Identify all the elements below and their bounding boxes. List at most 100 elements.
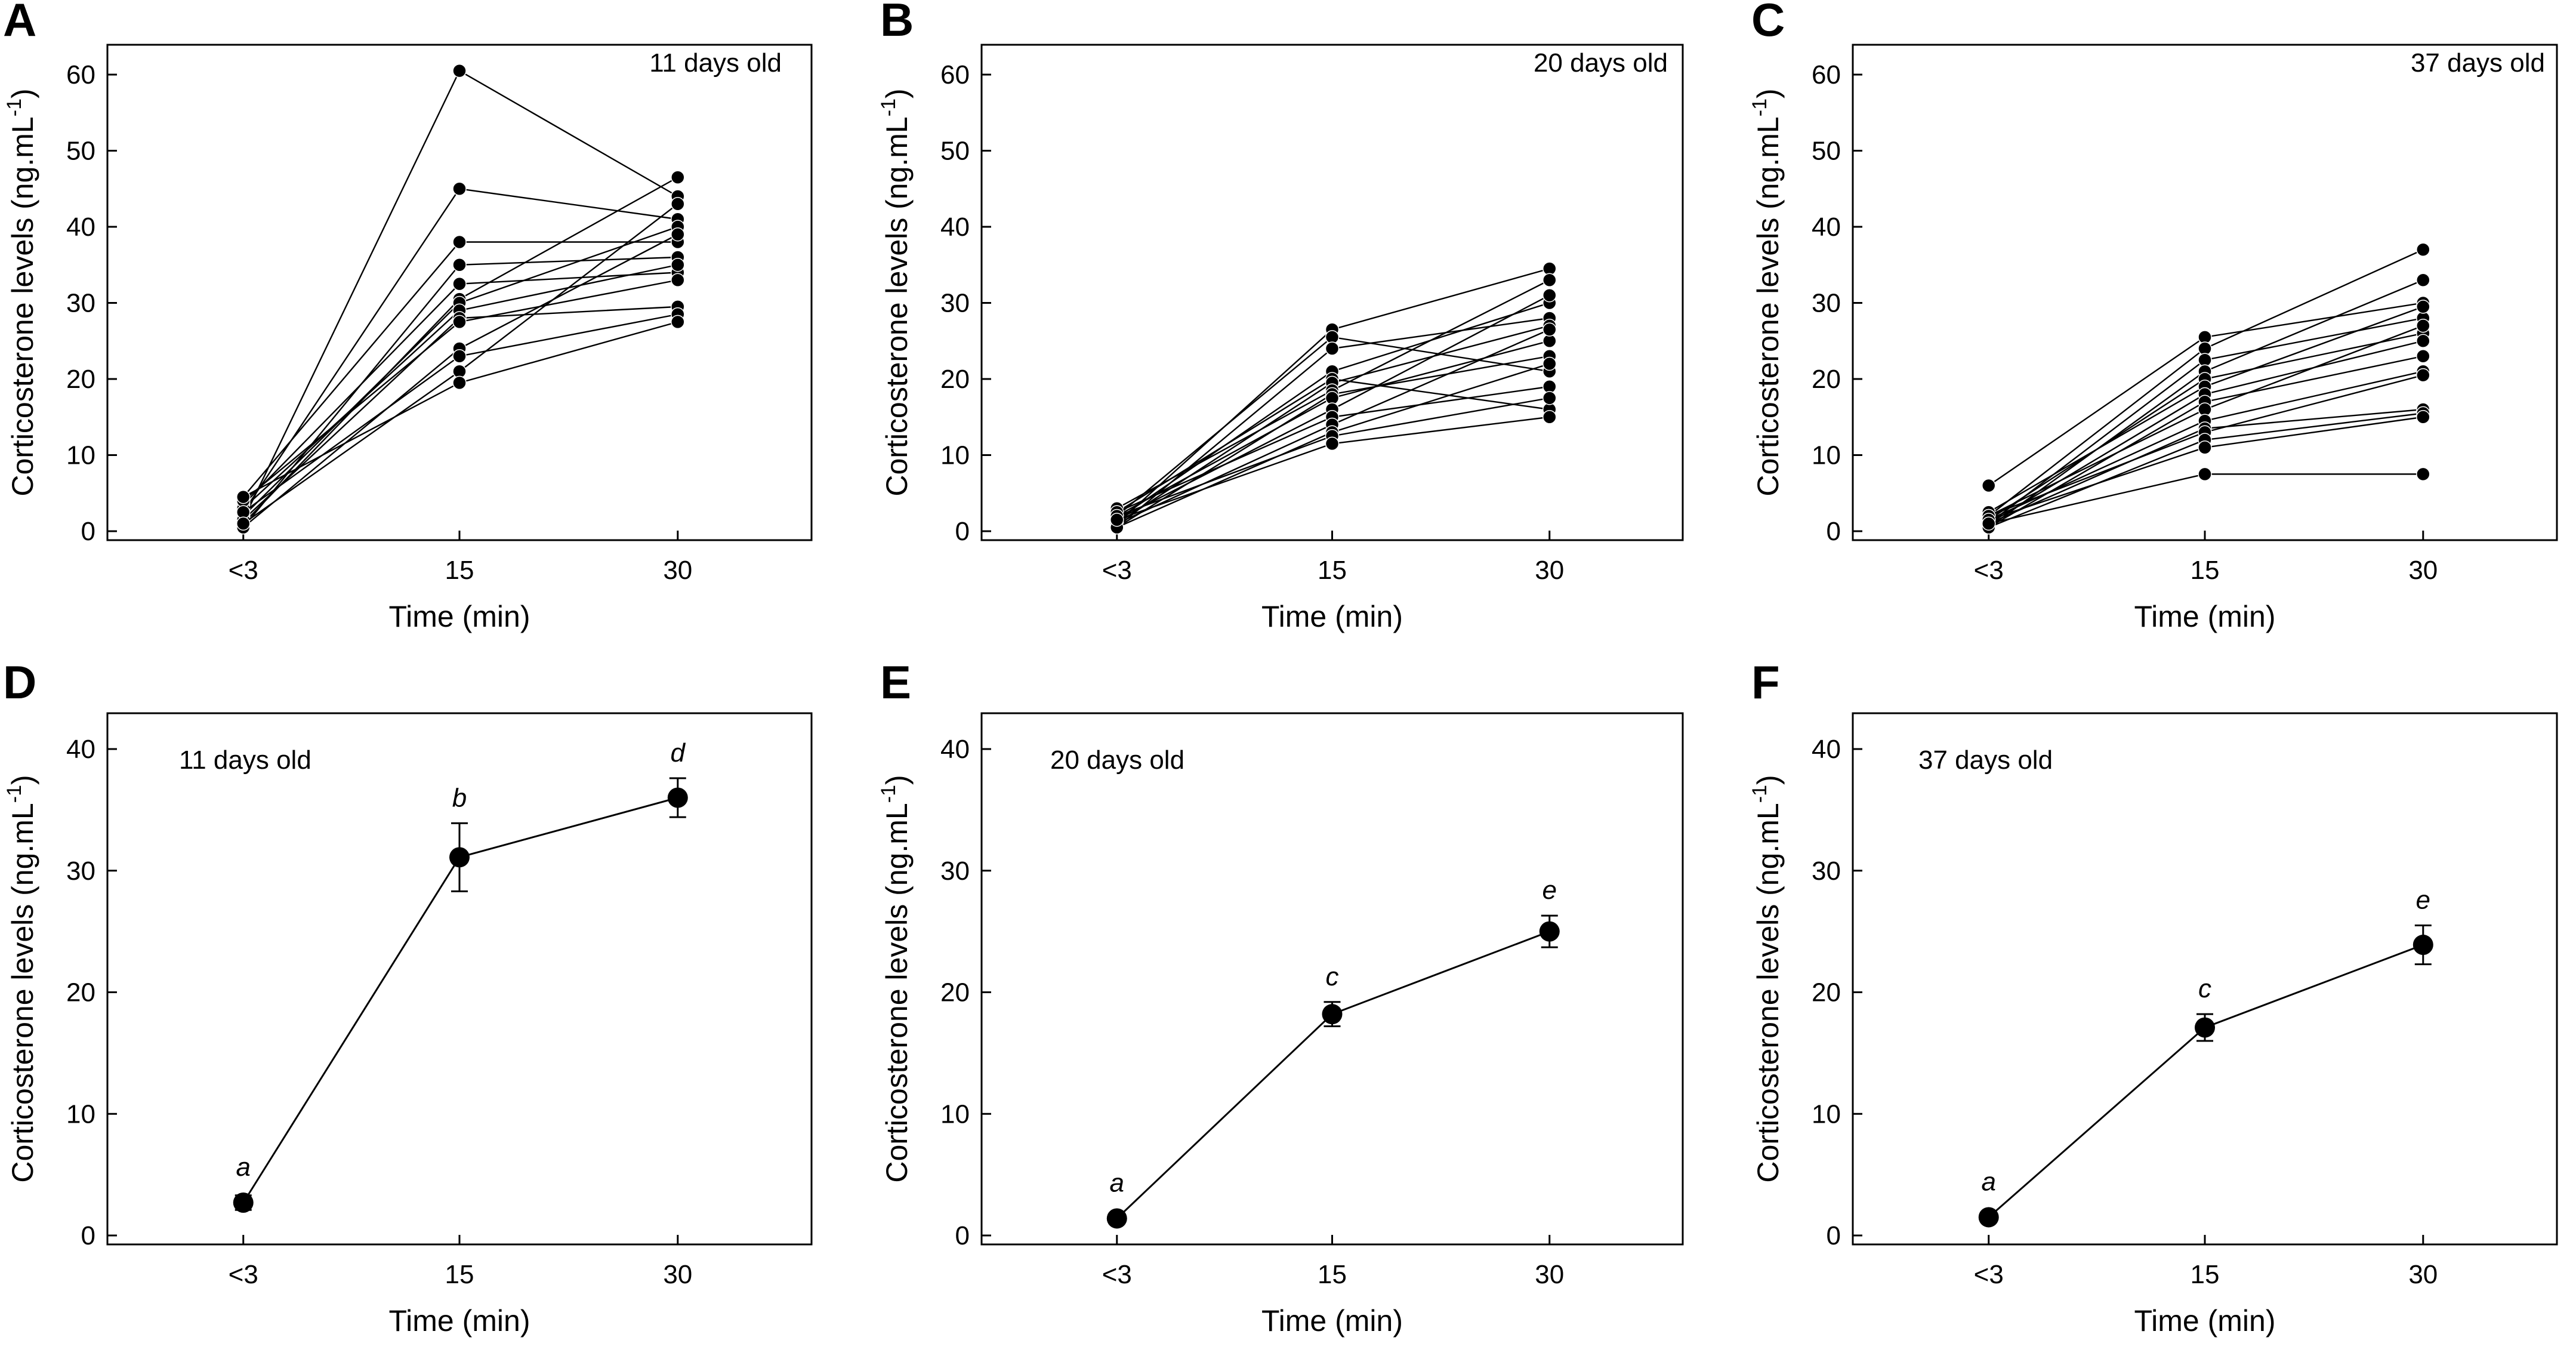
- y-axis-label-superscript: -1: [877, 98, 900, 116]
- mean-point: [1106, 1208, 1127, 1229]
- y-axis-label-close: ): [1751, 88, 1785, 98]
- x-axis-label: Time (min): [1261, 1304, 1403, 1338]
- significance-letter: c: [2198, 974, 2211, 1003]
- age-label: 37 days old: [1918, 745, 2053, 775]
- data-point: [1325, 436, 1340, 451]
- data-point: [1325, 341, 1340, 356]
- y-axis-label: Corticosterone levels (ng.mL-1): [877, 775, 914, 1182]
- data-point: [1981, 516, 1996, 531]
- age-label: 20 days old: [1050, 745, 1184, 775]
- y-axis-label-text: Corticosterone levels (ng.mL: [1751, 116, 1785, 496]
- data-point: [452, 63, 467, 78]
- y-axis-label-close: ): [6, 88, 39, 98]
- data-point: [1981, 478, 1996, 493]
- y-axis-label-close: ): [1751, 775, 1785, 785]
- panel-letter: F: [1751, 656, 1780, 708]
- data-point: [452, 181, 467, 196]
- panel-letter: E: [880, 656, 911, 708]
- mean-point: [1978, 1207, 1999, 1228]
- x-axis-label: Time (min): [1261, 600, 1403, 633]
- y-tick-label: 10: [940, 441, 970, 470]
- x-tick-label: <3: [1102, 1260, 1132, 1289]
- data-point: [2416, 334, 2430, 348]
- x-tick-label: 30: [663, 1260, 692, 1289]
- y-tick-label: 20: [940, 365, 970, 394]
- age-label: 11 days old: [649, 48, 782, 78]
- x-tick-label: 30: [2408, 556, 2438, 585]
- data-point: [2416, 467, 2430, 482]
- y-tick-label: 20: [940, 978, 970, 1007]
- data-point: [1542, 288, 1557, 303]
- data-point: [2416, 242, 2430, 257]
- data-point: [452, 276, 467, 291]
- x-tick-label: 15: [2191, 1260, 2220, 1289]
- mean-point: [1322, 1004, 1343, 1025]
- x-axis-label: Time (min): [2134, 1304, 2275, 1338]
- y-tick-label: 30: [66, 856, 95, 886]
- data-point: [1110, 513, 1124, 527]
- data-point: [2416, 300, 2430, 314]
- panel-b: B 0 10 20 30 40 50 60 <3 15 30 Time (min) Corticoste…: [877, 0, 1684, 633]
- data-point: [452, 258, 467, 272]
- significance-letter: a: [1981, 1167, 1995, 1196]
- y-tick-label: 20: [66, 978, 95, 1007]
- data-point: [671, 315, 685, 329]
- data-point: [1542, 356, 1557, 371]
- data-point: [671, 258, 685, 272]
- x-tick-label: <3: [1102, 556, 1132, 585]
- y-tick-label: 50: [1812, 137, 1841, 166]
- data-point: [1542, 273, 1557, 287]
- y-tick-label: 30: [1812, 289, 1841, 318]
- significance-letter: d: [671, 738, 686, 768]
- y-axis-label: Corticosterone levels (ng.mL-1): [3, 88, 39, 496]
- y-axis-label-superscript: -1: [1748, 785, 1771, 803]
- significance-letter: a: [1110, 1168, 1124, 1197]
- data-point: [2416, 368, 2430, 383]
- y-tick-label: 40: [66, 212, 95, 242]
- panel-letter: C: [1751, 0, 1785, 46]
- y-tick-label: 30: [940, 856, 970, 886]
- data-point: [2198, 440, 2212, 455]
- panel-letter: A: [3, 0, 36, 46]
- panel-letter: B: [880, 0, 914, 46]
- x-tick-label: 30: [663, 556, 692, 585]
- x-tick-label: 15: [445, 1260, 474, 1289]
- x-axis-label: Time (min): [388, 600, 530, 633]
- y-tick-label: 20: [1812, 978, 1841, 1007]
- y-tick-label: 0: [955, 517, 970, 546]
- mean-point: [1539, 921, 1560, 942]
- data-point: [1542, 391, 1557, 405]
- data-point: [452, 235, 467, 249]
- y-axis-label-text: Corticosterone levels (ng.mL: [880, 803, 914, 1182]
- mean-point: [233, 1192, 254, 1213]
- y-axis-label-close: ): [6, 775, 39, 785]
- significance-letter: a: [236, 1153, 250, 1182]
- data-point: [236, 489, 251, 504]
- x-tick-label: 15: [2191, 556, 2220, 585]
- y-axis-label: Corticosterone levels (ng.mL-1): [3, 775, 39, 1182]
- y-tick-label: 10: [66, 441, 95, 470]
- y-tick-label: 10: [940, 1099, 970, 1129]
- significance-letter: c: [1326, 962, 1339, 991]
- y-axis-label: Corticosterone levels (ng.mL-1): [1748, 775, 1785, 1182]
- y-axis-label-text: Corticosterone levels (ng.mL: [6, 803, 39, 1182]
- age-label: 11 days old: [179, 745, 311, 775]
- y-tick-label: 60: [1812, 60, 1841, 90]
- significance-letter: e: [1542, 876, 1557, 905]
- y-axis-label-close: ): [880, 88, 914, 98]
- panel-f: F 0 10 20 30 40 <3 15 30 Time (min) Corticosterone…: [1748, 656, 2558, 1338]
- y-tick-label: 10: [66, 1099, 95, 1129]
- y-axis-label-superscript: -1: [877, 785, 900, 803]
- panel-e: E 0 10 20 30 40 <3 15 30 Time (min) Corticosterone…: [877, 656, 1684, 1338]
- y-axis-label: Corticosterone levels (ng.mL-1): [1748, 88, 1785, 496]
- x-tick-label: <3: [229, 1260, 258, 1289]
- mean-point: [449, 847, 470, 868]
- x-axis-label: Time (min): [388, 1304, 530, 1338]
- panel-c: C 0 10 20 30 40 50 60 <3 15 30 Time (min) Corticoste…: [1748, 0, 2558, 633]
- panel-a: A 0 10 20 30 40 50 60 <3 15 30 Time (min) Corticoste…: [3, 0, 813, 633]
- data-point: [671, 227, 685, 242]
- data-point: [2416, 273, 2430, 287]
- data-point: [452, 315, 467, 329]
- x-tick-label: 15: [1318, 556, 1347, 585]
